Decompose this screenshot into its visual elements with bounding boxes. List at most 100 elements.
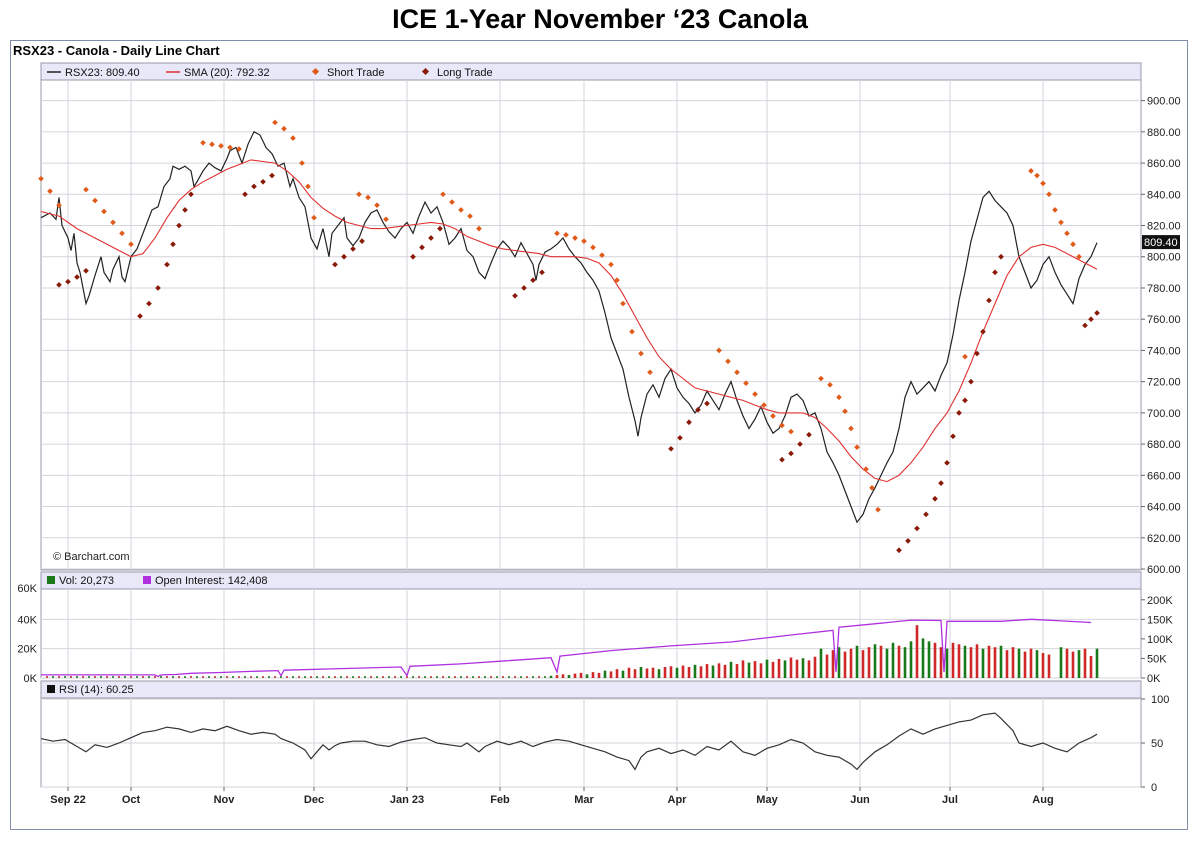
volume-bar xyxy=(466,676,468,678)
volume-bar xyxy=(64,676,66,678)
short-trade-dot xyxy=(128,241,134,248)
short-trade-dot xyxy=(281,125,287,132)
volume-bar xyxy=(232,676,234,678)
long-trade-dot xyxy=(137,313,143,319)
x-tick-label: Jul xyxy=(942,794,958,806)
volume-bar xyxy=(801,658,805,678)
volume-bar xyxy=(783,660,787,678)
chart-svg: RSX23 - Canola - Daily Line Chart 900.00… xyxy=(13,43,1181,806)
volume-bar xyxy=(382,676,384,678)
volume-bar xyxy=(807,660,811,678)
short-trade-dot xyxy=(590,244,596,251)
short-trade-dot xyxy=(92,197,98,204)
short-trade-dot xyxy=(848,425,854,432)
long-trade-dot xyxy=(260,178,266,185)
rsi-tick-label: 50 xyxy=(1151,738,1163,750)
volume-bar xyxy=(214,676,216,678)
long-trade-dot xyxy=(986,297,992,304)
short-trade-dot xyxy=(299,160,305,166)
volume-bar xyxy=(555,675,559,678)
x-tick-label: Apr xyxy=(668,794,688,806)
price-tick-label: 740.00 xyxy=(1147,345,1181,357)
price-tick-label: 880.00 xyxy=(1147,127,1181,139)
volume-bar xyxy=(621,670,625,678)
volume-bar xyxy=(292,676,294,678)
volume-bar xyxy=(208,676,210,678)
short-trade-dot xyxy=(1058,219,1064,226)
short-trade-dot xyxy=(209,141,215,148)
volume-bar xyxy=(591,672,595,678)
volume-bar xyxy=(310,676,312,678)
price-axis: 900.00 880.00 860.00 840.00 820.00 800.00 780.… xyxy=(1141,96,1181,576)
long-trade-dot xyxy=(146,300,152,307)
rsi-axis: 100 50 0 xyxy=(1141,694,1169,794)
volume-bar xyxy=(999,645,1003,678)
volume-bar xyxy=(669,666,673,678)
short-trade-dot xyxy=(440,191,446,198)
volume-bar xyxy=(789,657,793,678)
short-trade-dot xyxy=(743,380,749,387)
long-trade-dot xyxy=(962,397,968,404)
long-trade-dot xyxy=(695,406,701,413)
short-trade-dot xyxy=(581,238,587,244)
volume-bar xyxy=(424,676,426,678)
volume-bar xyxy=(723,664,727,678)
volume-bar xyxy=(364,676,366,678)
legend-dot-swatch xyxy=(421,67,430,76)
volume-bar xyxy=(220,676,222,678)
volume-bar xyxy=(975,644,979,678)
short-trade-dot xyxy=(1034,172,1040,179)
volume-bar xyxy=(502,676,504,678)
volume-bar xyxy=(705,664,709,678)
price-tick-label: 620.00 xyxy=(1147,533,1181,545)
volume-bar xyxy=(184,676,186,678)
volume-bar xyxy=(418,676,420,678)
volume-bar xyxy=(436,676,438,678)
short-trade-dot xyxy=(725,358,731,365)
long-trade-dot xyxy=(251,183,257,190)
volume-right-tick-label: 150K xyxy=(1147,614,1173,626)
rsi-legend-label: RSI (14): 60.25 xyxy=(59,684,134,696)
volume-bar xyxy=(262,676,264,678)
long-trade-dot xyxy=(359,238,365,244)
price-legend: RSX23: 809.40 SMA (20): 792.32 Short Trade… xyxy=(47,67,493,79)
long-trade-dot xyxy=(182,207,188,213)
rsi-legend-swatch xyxy=(47,685,55,693)
volume-bar xyxy=(394,676,396,678)
volume-bar xyxy=(148,676,150,678)
short-trade-dot xyxy=(476,225,482,232)
volume-bar xyxy=(526,676,528,678)
volume-bar xyxy=(1047,654,1051,678)
sma-line xyxy=(40,159,1098,483)
long-trade-dot xyxy=(992,269,998,276)
volume-bar xyxy=(358,676,360,678)
volume-bar xyxy=(46,676,48,678)
price-tick-label: 760.00 xyxy=(1147,314,1181,326)
long-trade-dot xyxy=(932,495,938,502)
volume-bar xyxy=(915,625,919,678)
short-trade-dot xyxy=(449,199,455,205)
short-trade-dot xyxy=(1070,241,1076,248)
long-trade-dot xyxy=(704,400,710,407)
volume-bar xyxy=(579,672,583,678)
volume-bar xyxy=(765,659,769,678)
long-trade-dot xyxy=(944,460,950,466)
price-tick-label: 660.00 xyxy=(1147,470,1181,482)
short-trade-dot xyxy=(842,408,848,415)
long-trade-dot xyxy=(797,441,803,447)
rsi-series xyxy=(40,712,1098,771)
volume-bar xyxy=(274,676,276,678)
volume-bar xyxy=(334,676,336,678)
volume-bar xyxy=(855,645,859,678)
volume-bar xyxy=(993,647,997,678)
volume-bar xyxy=(897,645,901,678)
short-trade-dot xyxy=(629,328,635,335)
volume-bar xyxy=(94,676,96,678)
chart-title: RSX23 - Canola - Daily Line Chart xyxy=(13,43,220,58)
x-tick-label: Jan 23 xyxy=(390,794,424,806)
volume-bar xyxy=(795,659,799,678)
x-tick-label: Jun xyxy=(850,794,870,806)
volume-bar xyxy=(777,658,781,678)
short-trade-dot xyxy=(770,413,776,419)
price-tick-label: 640.00 xyxy=(1147,502,1181,514)
